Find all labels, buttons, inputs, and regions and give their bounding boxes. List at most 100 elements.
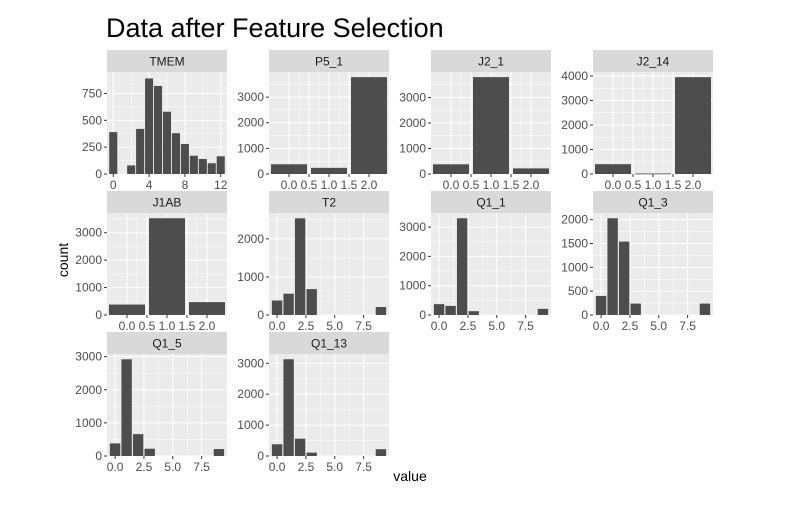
bar-q1-3-9 — [699, 303, 711, 315]
x-tick-label: 0 — [110, 178, 117, 192]
bar-q1-13-0 — [271, 444, 283, 456]
x-tick-label: 0.0 — [107, 460, 124, 474]
y-tick-label: 0 — [581, 308, 588, 322]
bar-q1-13-1 — [283, 359, 294, 456]
bar-q1-5-3 — [144, 448, 155, 456]
x-tick-label: 2.5 — [622, 319, 639, 333]
facet-p5-1: P5_1 0 1000 2000 3000 0.0 0.5 1.0 1.5 2.0 — [237, 50, 389, 192]
bar-q1-5-9 — [213, 449, 225, 456]
x-tick-label: 7.5 — [355, 319, 372, 333]
x-tick-label: 0.0 — [269, 319, 286, 333]
y-tick-label: 1000 — [237, 141, 264, 155]
y-tick-label: 0 — [95, 308, 102, 322]
x-tick-label: 1.0 — [321, 178, 338, 192]
y-tick-label: 3000 — [237, 356, 264, 370]
y-tick-label: 1000 — [75, 281, 102, 295]
facet-strip-q1-5 — [107, 332, 227, 354]
x-tick-label: 1.0 — [645, 178, 662, 192]
y-tick-label: 2000 — [237, 116, 264, 130]
y-tick-label: 0 — [95, 449, 102, 463]
y-tick-label: 2000 — [237, 232, 264, 246]
y-tick-label: 1000 — [399, 279, 426, 293]
bar-t2-9 — [375, 307, 387, 315]
bar-j2-14-0 — [595, 164, 631, 174]
x-tick-label: 7.5 — [517, 319, 534, 333]
x-tick-label: 0.0 — [269, 460, 286, 474]
bar-q1-5-0 — [109, 443, 121, 456]
bar-j2-1-1 — [473, 77, 509, 174]
x-tick-label: 5.0 — [488, 319, 505, 333]
bar-j1ab-0 — [109, 304, 145, 315]
bar-j1ab-2 — [189, 302, 225, 315]
facet-q1-13: Q1_13 0 1000 2000 3000 0.0 2.5 5.0 7.5 — [237, 332, 389, 474]
x-tick-label: 0.0 — [431, 319, 448, 333]
facet-q1-3: Q1_3 0 500 1000 1500 2000 0.0 2.5 5.0 7.5 — [561, 191, 713, 333]
y-tick-label: 2000 — [75, 383, 102, 397]
x-tick-label: 0.5 — [139, 319, 156, 333]
x-tick-label: 2.0 — [361, 178, 378, 192]
facet-j2-14: J2_14 0 1000 2000 3000 4000 0.0 0.5 1.0 1.5 2.0 — [561, 50, 713, 192]
y-tick-label: 0 — [419, 167, 426, 181]
x-tick-label: 0.5 — [301, 178, 318, 192]
y-tick-label: 0 — [581, 167, 588, 181]
x-tick-label: 1.5 — [341, 178, 358, 192]
bar-tmem-6 — [162, 111, 172, 174]
bar-j2-14-1 — [635, 173, 671, 175]
x-tick-label: 2.5 — [298, 460, 315, 474]
y-tick-label: 1000 — [237, 270, 264, 284]
x-tick-label: 0.0 — [281, 178, 298, 192]
bar-p5-1-0 — [271, 164, 307, 174]
facet-label-p5-1: P5_1 — [315, 55, 343, 69]
bar-tmem-5 — [154, 85, 163, 174]
x-tick-label: 0.0 — [605, 178, 622, 192]
bar-q1-3-1 — [607, 218, 618, 315]
bar-p5-1-2 — [351, 77, 387, 174]
facet-label-q1-5: Q1_5 — [152, 337, 182, 351]
bar-t2-1 — [283, 293, 294, 315]
y-tick-label: 1000 — [237, 418, 264, 432]
y-tick-label: 3000 — [237, 90, 264, 104]
facet-strip-tmem — [107, 50, 227, 72]
x-tick-label: 1.5 — [179, 319, 196, 333]
facet-strip-j2-14 — [593, 50, 713, 72]
y-tick-label: 250 — [82, 140, 102, 154]
y-tick-label: 4000 — [561, 69, 588, 83]
y-tick-label: 3000 — [75, 350, 102, 364]
x-tick-label: 4 — [146, 178, 153, 192]
x-axis-title: value — [393, 468, 427, 484]
bar-q1-3-3 — [630, 303, 641, 315]
bar-tmem-7 — [171, 133, 180, 174]
bar-t2-2 — [294, 218, 306, 315]
y-tick-label: 500 — [568, 284, 588, 298]
x-tick-label: 1.0 — [159, 319, 176, 333]
y-tick-label: 500 — [82, 113, 102, 127]
bar-j2-1-0 — [433, 164, 469, 174]
bar-q1-3-0 — [595, 295, 607, 315]
y-tick-label: 2000 — [399, 249, 426, 263]
x-tick-label: 1.5 — [503, 178, 520, 192]
bar-j2-14-2 — [675, 77, 711, 174]
y-tick-label: 2000 — [75, 253, 102, 267]
bar-j1ab-1 — [149, 218, 185, 315]
bar-q1-13-2 — [294, 438, 306, 456]
x-tick-label: 2.0 — [199, 319, 216, 333]
facet-label-j2-14: J2_14 — [637, 55, 670, 69]
y-tick-label: 3000 — [399, 220, 426, 234]
bar-q1-13-3 — [306, 452, 317, 456]
x-tick-label: 5.0 — [326, 319, 343, 333]
facet-label-q1-3: Q1_3 — [638, 196, 668, 210]
bar-q1-1-9 — [537, 308, 549, 315]
y-tick-label: 3000 — [399, 91, 426, 105]
x-tick-label: 7.5 — [355, 460, 372, 474]
x-tick-label: 2.0 — [685, 178, 702, 192]
bar-q1-5-1 — [121, 359, 132, 456]
bar-tmem-0 — [109, 132, 118, 174]
x-tick-label: 5.0 — [164, 460, 181, 474]
facet-strip-t2 — [269, 191, 389, 213]
bar-q1-5-2 — [132, 434, 144, 456]
facet-strip-q1-3 — [593, 191, 713, 213]
bar-q1-1-3 — [468, 311, 479, 315]
bar-tmem-2 — [127, 165, 136, 174]
y-tick-label: 2000 — [237, 387, 264, 401]
bar-q1-1-1 — [445, 305, 456, 315]
